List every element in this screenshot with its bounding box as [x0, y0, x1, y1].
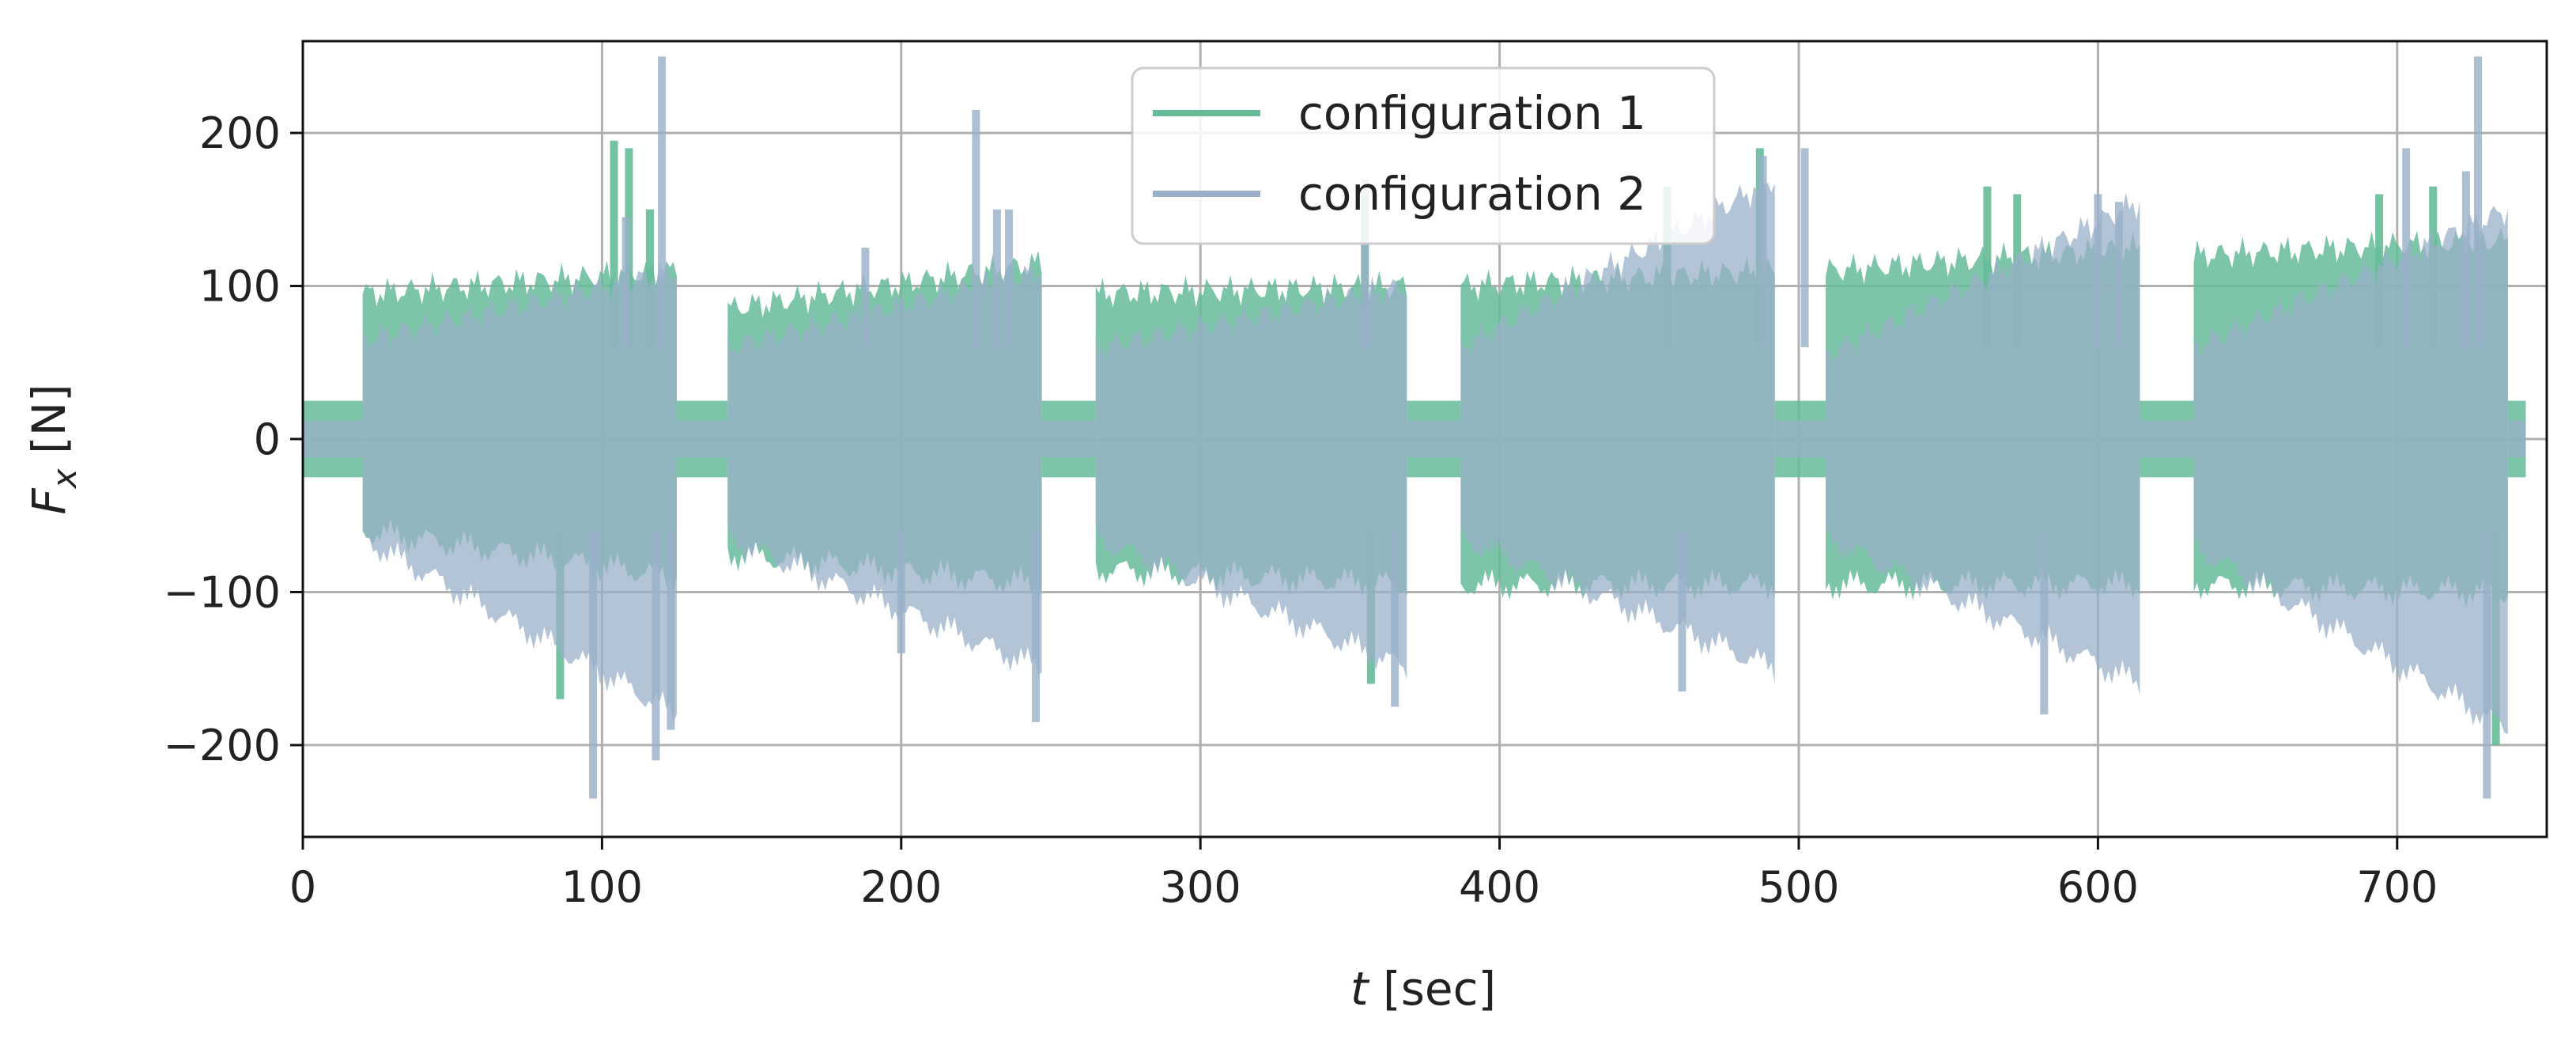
- idle-band: [2507, 420, 2526, 458]
- x-tick-label: 500: [1758, 862, 1839, 912]
- legend-box: [1131, 66, 1716, 245]
- x-tick-label: 700: [2356, 862, 2438, 912]
- y-axis: −200 −100 0 100 200: [164, 108, 303, 770]
- x-axis: 0 100 200 300 400 500 600 700: [289, 837, 2438, 912]
- series-layer: [303, 56, 2526, 799]
- x-tick-label: 100: [561, 862, 643, 912]
- idle-band: [303, 420, 363, 458]
- idle-band: [2140, 420, 2194, 458]
- y-tick-label: 100: [199, 262, 281, 312]
- series-config-2: [303, 56, 2526, 799]
- idle-band: [1041, 420, 1096, 458]
- idle-band: [677, 420, 728, 458]
- legend-label-config-1: configuration 1: [1298, 86, 1646, 140]
- y-axis-label: Fx [N]: [22, 384, 84, 514]
- active-block: [362, 262, 677, 724]
- legend: configuration 1 configuration 2: [1131, 66, 1716, 245]
- y-tick-label: 200: [199, 108, 281, 158]
- y-tick-label: −200: [164, 721, 281, 770]
- idle-band: [1774, 420, 1826, 458]
- active-block: [727, 261, 1042, 675]
- legend-label-config-2: configuration 2: [1298, 167, 1646, 221]
- active-block: [1095, 276, 1407, 680]
- x-tick-label: 0: [289, 862, 316, 912]
- x-tick-label: 300: [1160, 862, 1241, 912]
- active-block: [1460, 170, 1775, 684]
- x-axis-label: t [sec]: [1350, 962, 1496, 1016]
- x-tick-label: 200: [860, 862, 942, 912]
- active-block: [2193, 206, 2508, 734]
- idle-band: [1407, 420, 1461, 458]
- x-tick-label: 600: [2057, 862, 2139, 912]
- y-tick-label: −100: [164, 567, 281, 617]
- active-block: [1826, 192, 2140, 696]
- y-tick-label: 0: [254, 415, 281, 464]
- x-tick-label: 400: [1459, 862, 1540, 912]
